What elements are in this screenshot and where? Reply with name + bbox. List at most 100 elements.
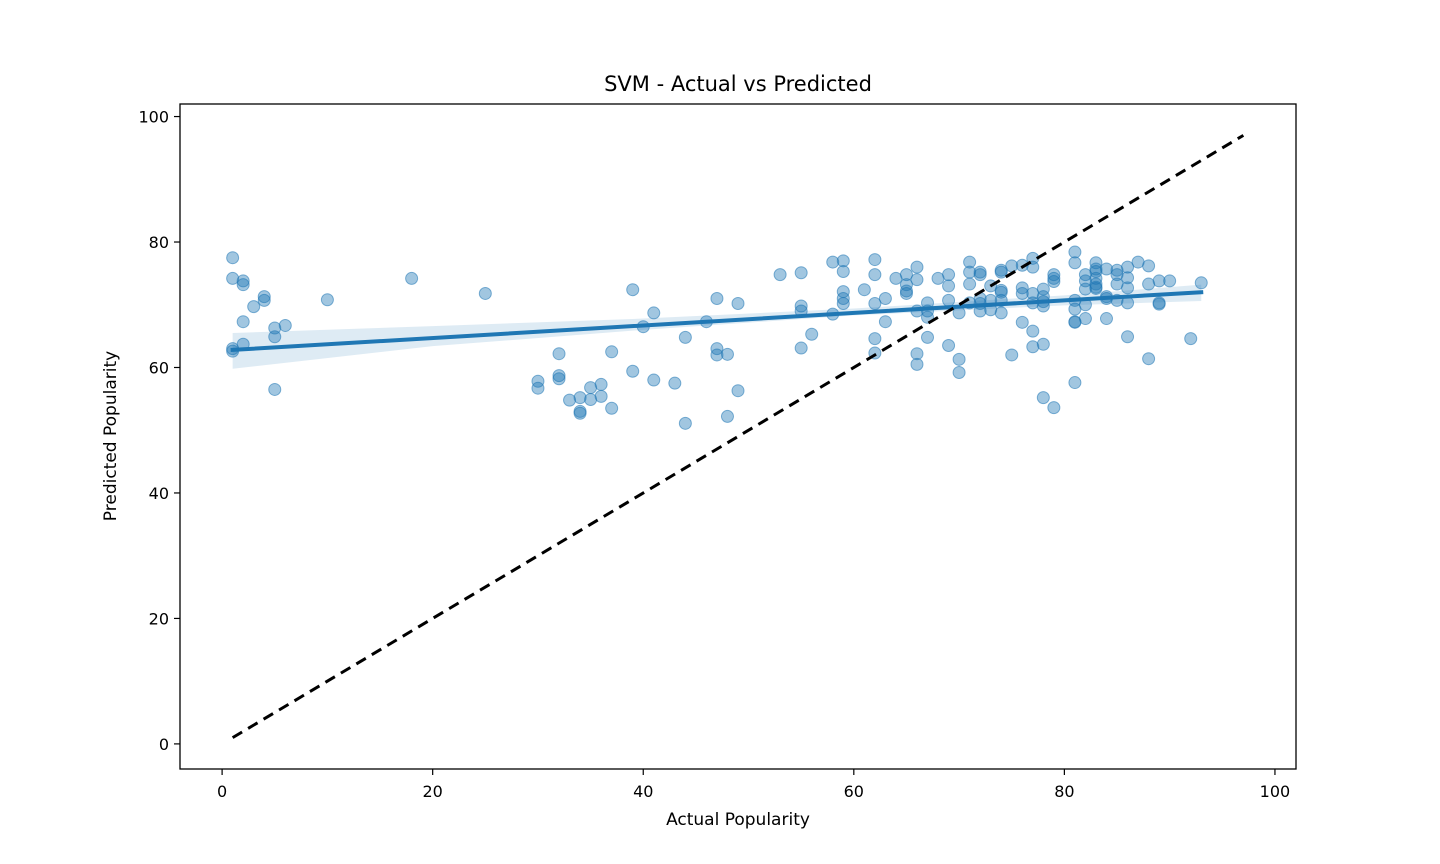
scatter-point	[878, 315, 892, 329]
scatter-point	[1005, 348, 1019, 362]
scatter-point	[1152, 297, 1166, 311]
scatter-point	[805, 327, 819, 341]
scatter-point	[573, 406, 587, 420]
scatter-point	[1036, 282, 1050, 296]
scatter-point	[594, 377, 608, 391]
scatter-point	[1036, 391, 1050, 405]
scatter-point	[236, 278, 250, 292]
x-tick-label: 20	[422, 782, 442, 801]
scatter-point	[320, 293, 334, 307]
scatter-point	[836, 297, 850, 310]
scatter-point	[1036, 337, 1050, 351]
scatter-point	[1078, 312, 1092, 326]
scatter-point	[1047, 268, 1061, 282]
scatter-point	[710, 348, 724, 362]
scatter-point	[563, 393, 577, 407]
scatter-point	[857, 283, 871, 297]
scatter-point	[1068, 256, 1082, 270]
scatter-point	[963, 255, 977, 269]
scatter-point	[1121, 271, 1135, 285]
scatter-point	[773, 268, 787, 282]
scatter-point	[942, 268, 956, 282]
scatter-point	[1099, 262, 1113, 276]
scatter-point	[268, 330, 282, 344]
x-axis-ticks: 0 20 40 60 80 100	[217, 769, 1290, 801]
scatter-point	[1026, 324, 1040, 338]
scatter-point	[605, 345, 619, 359]
y-tick-label: 0	[159, 735, 169, 754]
reference-line	[231, 134, 1245, 739]
chart-title: SVM - Actual vs Predicted	[604, 72, 872, 96]
scatter-point	[868, 268, 882, 282]
scatter-point	[910, 347, 924, 361]
scatter-point	[1142, 259, 1156, 273]
y-tick-label: 60	[149, 358, 169, 377]
y-axis-ticks: 0 20 40 60 80 100	[138, 108, 180, 754]
scatter-point	[626, 364, 640, 378]
scatter-point	[836, 291, 850, 305]
scatter-point	[268, 382, 282, 396]
scatter-point	[710, 291, 724, 305]
scatter-point	[1047, 275, 1061, 289]
scatter-point	[478, 286, 492, 300]
scatter-point	[1015, 286, 1029, 300]
scatter-point	[1099, 312, 1113, 326]
scatter-point	[899, 268, 913, 282]
plot-area	[226, 134, 1245, 739]
scatter-point	[1089, 265, 1103, 278]
y-tick-label: 100	[138, 108, 169, 127]
scatter-point	[668, 376, 682, 390]
scatter-point	[994, 306, 1008, 320]
scatter-point	[836, 254, 850, 268]
scatter-point	[247, 300, 261, 314]
scatter-point	[731, 384, 745, 398]
scatter-point	[236, 315, 250, 329]
scatter-point	[878, 291, 892, 305]
x-tick-label: 80	[1054, 782, 1074, 801]
scatter-point	[268, 321, 282, 335]
scatter-point	[257, 290, 271, 304]
scatter-point	[1163, 274, 1177, 288]
scatter-point	[921, 330, 935, 344]
scatter-point	[720, 347, 734, 361]
scatter-point	[552, 372, 566, 386]
scatter-point	[1026, 340, 1040, 354]
scatter-point	[1184, 332, 1198, 346]
scatter-point	[678, 416, 692, 430]
scatter-point	[647, 306, 661, 320]
scatter-point	[794, 341, 808, 355]
scatter-point	[226, 251, 240, 265]
scatter-point	[1047, 271, 1061, 285]
plot-frame	[179, 103, 1297, 770]
scatter-point	[1015, 315, 1029, 329]
scatter-point	[910, 357, 924, 371]
scatter-point	[910, 260, 924, 274]
scatter-point	[942, 279, 956, 293]
x-tick-label: 0	[217, 782, 227, 801]
scatter-point	[594, 389, 608, 403]
scatter-point	[994, 265, 1008, 279]
scatter-point	[826, 255, 840, 269]
scatter-point	[531, 381, 545, 395]
scatter-point	[910, 273, 924, 287]
scatter-point	[552, 347, 566, 361]
scatter-point	[1121, 330, 1135, 344]
y-tick-label: 20	[149, 609, 169, 628]
regression-line	[230, 290, 1204, 353]
scatter-point	[1142, 277, 1156, 291]
y-axis-label: Predicted Popularity	[101, 351, 121, 521]
scatter-point	[1121, 260, 1135, 274]
scatter-point	[226, 271, 240, 285]
scatter-point	[731, 297, 745, 310]
scatter-point	[952, 366, 966, 380]
scatter-point	[1121, 281, 1135, 295]
scatter-point	[236, 274, 250, 288]
y-tick-label: 80	[149, 233, 169, 252]
scatter-point	[794, 299, 808, 313]
scatter-point	[1068, 245, 1082, 259]
scatter-point	[278, 318, 292, 332]
scatter-point	[794, 266, 808, 280]
x-axis-label: Actual Popularity	[666, 810, 810, 830]
scatter-point	[257, 293, 271, 307]
